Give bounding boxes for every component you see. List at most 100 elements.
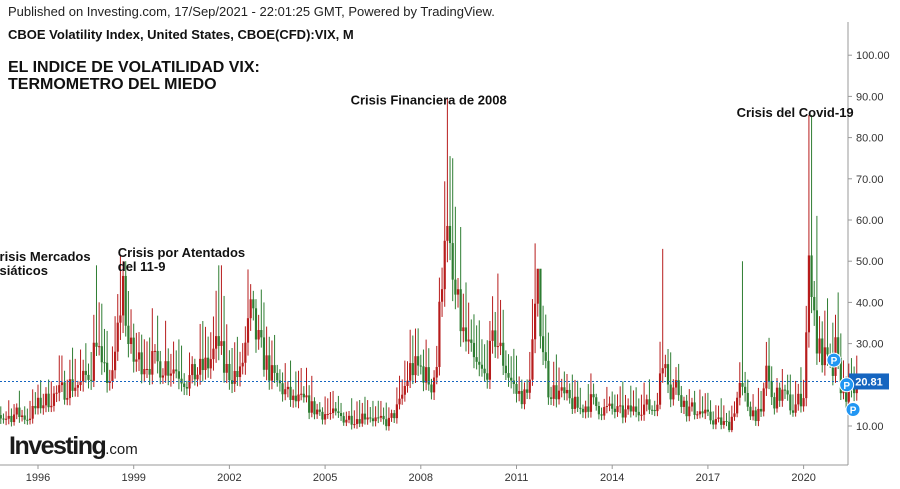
candle-body [565,389,569,394]
candle-body [26,419,29,421]
candle-body [82,370,85,382]
candle-body [260,330,263,338]
candle-body [164,361,167,376]
candle-body [409,363,412,381]
candle-body [300,393,303,395]
candle-body [50,405,53,408]
candle-body [619,405,622,407]
candle-body [215,336,218,349]
candle-body [470,339,473,343]
candle-body [669,384,672,400]
candle-body [685,400,688,417]
candle-body [5,418,8,420]
candle-body [286,386,289,390]
candle-body [305,395,308,398]
candle-body [650,409,654,411]
candle-body [175,369,178,372]
candle-body [587,406,590,412]
candle-body [42,405,45,409]
annotation-label: Crisis del Covid-19 [737,105,854,120]
candle-body [435,366,438,378]
candle-body [12,414,16,423]
candle-body [151,351,154,375]
candle-body [775,387,779,409]
candle-body [696,414,699,416]
candle-body [207,357,210,369]
candle-body [108,381,111,383]
candle-body [818,338,821,354]
annotation-label: Crisis MercadosAsiáticos [0,249,91,278]
candle-body [762,388,765,412]
marker-label: P [843,381,850,392]
candle-body [499,342,502,347]
x-tick-label: 1996 [26,472,50,484]
candle-body [159,361,162,378]
candle-body [58,385,61,393]
instrument-title: CBOE Volatility Index, United States, CB… [8,27,354,42]
candle-body [92,342,95,381]
candle-body [308,395,311,413]
candle-body [401,394,404,399]
candle-body [555,385,558,400]
candle-body [310,401,313,413]
candle-body [539,268,542,337]
candle-body [278,380,282,384]
candle-body [526,389,529,393]
x-tick-label: 2014 [600,472,624,484]
candle-body [31,405,34,419]
candle-body [759,408,763,412]
candle-body [746,392,749,407]
candle-body [129,337,133,345]
y-tick-label: 10.00 [856,421,884,433]
candle-body [270,365,274,381]
candle-body [347,415,351,420]
y-tick-label: 40.00 [856,297,884,309]
candle-body [823,347,826,366]
candle-body [395,404,398,419]
candle-body [201,358,204,371]
candle-body [544,352,547,361]
candle-body [284,389,287,395]
candle-body [778,387,781,401]
candle-body [254,308,258,340]
candle-body [635,406,638,412]
candle-body [79,381,82,386]
candle-body [507,373,510,378]
candle-body [361,413,364,424]
candle-body [770,380,773,398]
candle-body [690,402,694,407]
candle-body [791,410,795,413]
candle-body [230,380,234,384]
candle-body [826,347,829,355]
candle-body [345,419,348,423]
candle-body [813,296,816,311]
candle-body [183,383,186,388]
candle-body [799,393,803,407]
candle-body [573,396,577,409]
candle-body [781,389,784,401]
candle-body [145,368,149,370]
candle-body [66,398,69,400]
candle-body [547,360,550,398]
candle-body [560,387,563,391]
candle-body [794,404,797,413]
candle-body [241,362,244,367]
candle-body [494,330,497,347]
candle-body [366,417,369,420]
candle-body [403,386,406,395]
candle-body [313,401,316,415]
candle-body [632,406,635,412]
candle-body [100,346,103,363]
candle-body [337,411,340,413]
candle-body [738,382,741,398]
candle-body [613,408,616,413]
candle-body [2,418,5,420]
candle-body [55,392,58,394]
candle-body [217,336,220,346]
marker-label: P [850,406,857,417]
candle-body [682,400,686,407]
candle-body [18,407,21,417]
candle-body [531,339,534,380]
candle-body [0,415,2,419]
candle-body [318,409,321,412]
